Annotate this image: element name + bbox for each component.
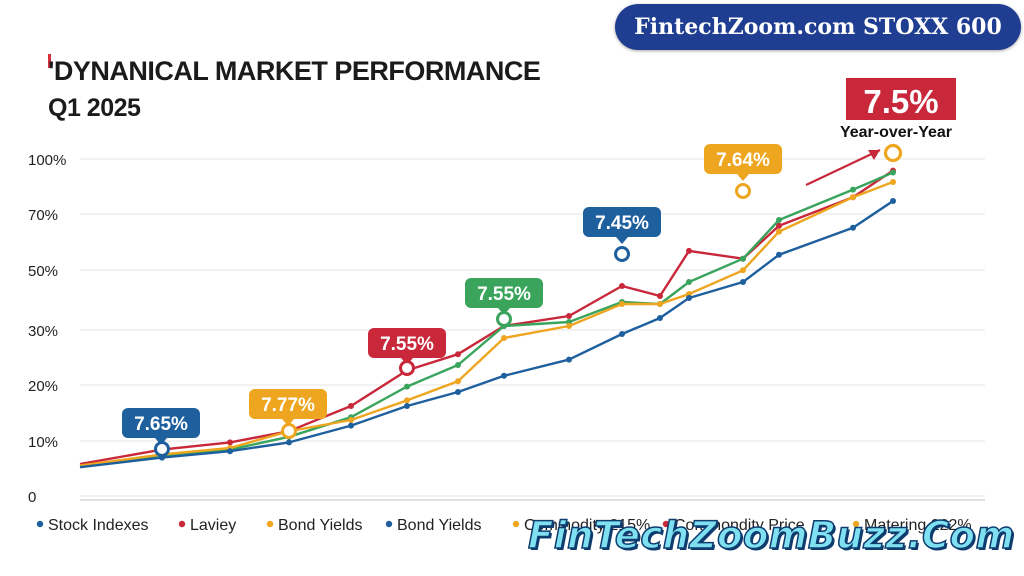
data-point (657, 293, 663, 299)
data-point (348, 403, 354, 409)
annotation-pointer (737, 174, 749, 181)
data-point (850, 194, 856, 201)
legend-swatch (512, 520, 520, 528)
annotation-pointer (282, 419, 294, 426)
annotation-marker (154, 441, 170, 457)
chart-subtitle: Q1 2025 (48, 94, 141, 122)
annotation-label: 7.45% (595, 213, 649, 234)
data-point (501, 335, 507, 341)
data-point (890, 169, 896, 176)
watermark-logo: FinTechZoomBuzz.Com (527, 513, 1015, 558)
annotation-label: 7.55% (477, 284, 531, 305)
data-point (776, 228, 782, 235)
data-point (566, 313, 572, 319)
data-point (455, 378, 461, 385)
data-point (657, 315, 663, 321)
data-point (455, 362, 461, 368)
y-tick-label: 50% (28, 263, 58, 280)
y-tick-label: 0 (28, 489, 36, 506)
data-point (227, 448, 233, 455)
data-point (740, 255, 746, 262)
data-point (404, 383, 410, 390)
callout-label: Year-over-Year (840, 124, 952, 141)
data-point (776, 222, 782, 229)
y-tick-label: 70% (28, 207, 58, 224)
data-point (455, 389, 461, 395)
data-point (657, 301, 663, 307)
annotation-pointer (616, 237, 628, 244)
data-point (566, 323, 572, 329)
data-point (740, 267, 746, 274)
data-point (227, 439, 233, 446)
data-point (740, 279, 746, 285)
data-point (404, 397, 410, 404)
annotation-marker (496, 311, 512, 327)
legend-swatch (662, 520, 670, 528)
data-point (890, 198, 896, 204)
legend-swatch (385, 520, 393, 528)
end-marker (883, 143, 903, 163)
legend-label: Bond Yields (397, 517, 482, 534)
annotation-label: 7.64% (716, 150, 770, 171)
data-point (890, 179, 896, 185)
data-point (455, 351, 461, 358)
annotation-marker (735, 183, 751, 199)
series-line (79, 200, 894, 469)
data-point (776, 251, 782, 258)
data-point (348, 417, 354, 423)
annotation-marker (281, 423, 297, 439)
title-accent-mark (48, 54, 51, 68)
annotation-box (122, 408, 200, 438)
data-point (686, 247, 692, 254)
brand-badge: FintechZoom.com STOXX 600 (615, 4, 1021, 50)
annotation-box (583, 207, 661, 237)
data-point (619, 301, 625, 307)
data-point (686, 279, 692, 285)
y-tick-label: 10% (28, 434, 58, 451)
data-point (619, 283, 625, 289)
annotation-marker (399, 360, 415, 376)
trend-arrow-line (805, 149, 881, 186)
data-point (850, 224, 856, 231)
series-line (79, 171, 894, 467)
legend-swatch (36, 520, 44, 528)
legend-label: Matering 222% (864, 517, 972, 534)
y-tick-label: 20% (28, 378, 58, 395)
callout-box (846, 78, 956, 120)
data-point (404, 403, 410, 409)
legend-label: Laviey (190, 517, 236, 534)
series-line (79, 169, 894, 466)
annotation-label: 7.55% (380, 334, 434, 355)
legend-swatch (852, 520, 860, 528)
trend-arrow-head (868, 150, 880, 160)
data-point (348, 422, 354, 429)
legend-swatch (266, 520, 274, 528)
legend-label: Commondity Price (674, 517, 805, 534)
data-point (501, 372, 507, 379)
data-point (566, 356, 572, 363)
annotation-box (465, 278, 543, 308)
data-point (619, 331, 625, 337)
y-tick-label: 30% (28, 323, 58, 340)
annotation-label: 7.77% (261, 395, 315, 416)
chart-title: 'DYNANICAL MARKET PERFORMANCE (48, 56, 541, 86)
series-line (79, 180, 894, 467)
annotation-label: 7.65% (134, 414, 188, 435)
legend-label: Stock Indexes (48, 517, 149, 534)
annotation-box (368, 328, 446, 358)
data-point (286, 439, 292, 446)
annotation-marker (614, 246, 630, 262)
data-point (776, 217, 782, 223)
y-tick-label: 100% (28, 152, 66, 169)
data-point (850, 186, 856, 193)
annotation-box (704, 144, 782, 174)
annotation-box (249, 389, 327, 419)
legend-label: Commodity 215% (524, 517, 650, 534)
legend-swatch (178, 520, 186, 528)
legend-label: Bond Yields (278, 517, 363, 534)
callout-value: 7.5% (863, 83, 938, 120)
data-point (686, 295, 692, 301)
